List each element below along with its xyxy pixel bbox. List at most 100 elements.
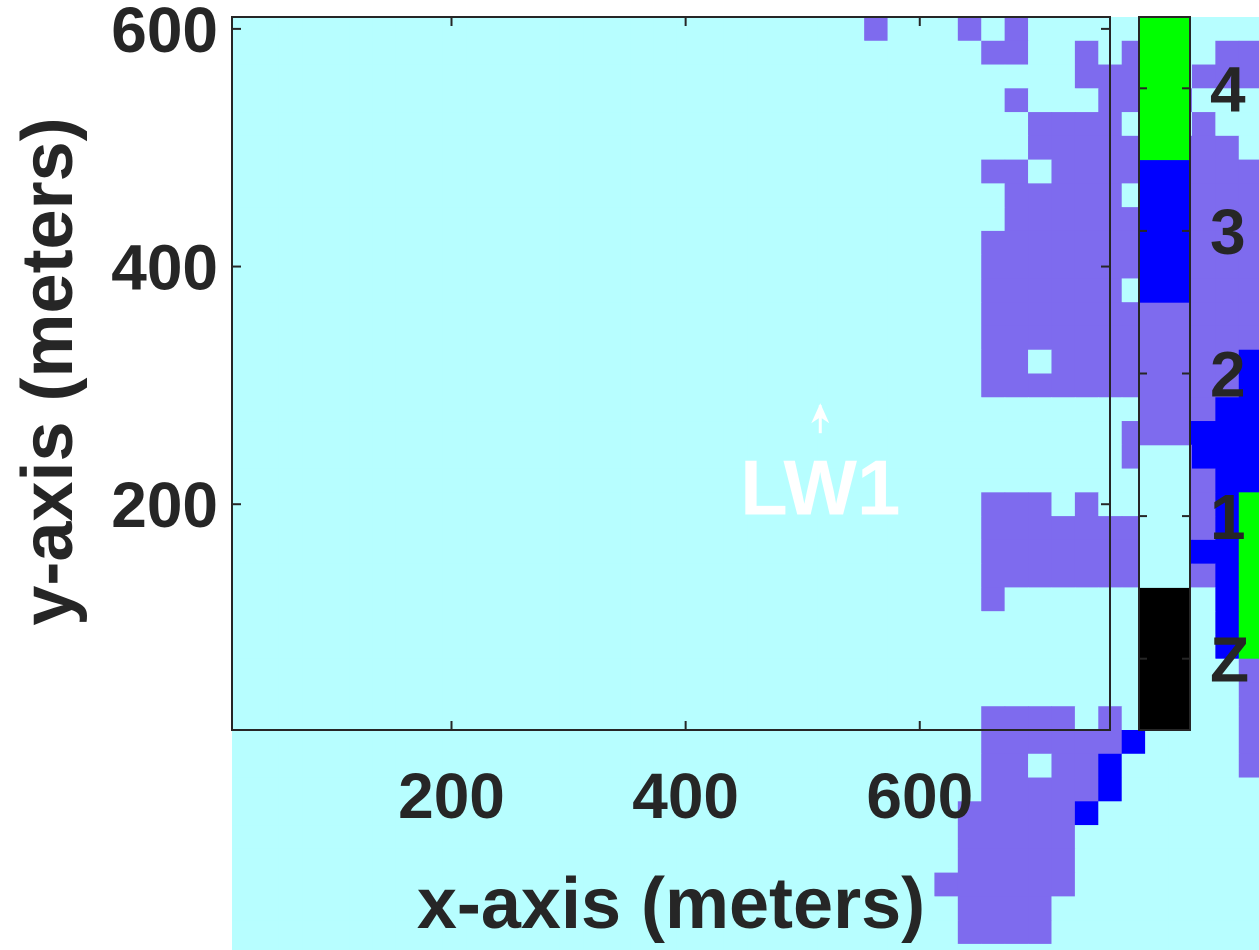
heatmap-cell xyxy=(255,230,280,256)
heatmap-cell xyxy=(700,421,725,446)
heatmap-cell xyxy=(1238,40,1259,66)
heatmap-cell xyxy=(934,920,959,945)
heatmap-cell xyxy=(1238,254,1259,280)
heatmap-cell xyxy=(512,801,537,826)
heatmap-cell xyxy=(325,112,350,137)
heatmap-cell xyxy=(817,920,842,945)
heatmap-cell xyxy=(302,943,327,950)
heatmap-cell xyxy=(1051,516,1076,541)
heatmap-cell xyxy=(676,943,701,950)
heatmap-cell xyxy=(840,848,865,874)
heatmap-cell xyxy=(278,777,303,802)
heatmap-cell xyxy=(559,920,584,945)
heatmap-cell xyxy=(817,135,842,161)
heatmap-cell xyxy=(395,896,420,921)
heatmap-cell xyxy=(793,302,818,327)
heatmap-cell xyxy=(536,896,561,921)
heatmap-cell xyxy=(864,207,889,232)
heatmap-cell xyxy=(442,17,467,42)
heatmap-cell xyxy=(630,611,655,636)
heatmap-cell xyxy=(349,492,374,517)
heatmap-cell xyxy=(676,135,701,161)
heatmap-cell xyxy=(512,777,537,802)
heatmap-cell xyxy=(1004,825,1029,850)
heatmap-cell xyxy=(1215,40,1240,66)
heatmap-cell xyxy=(723,88,748,113)
heatmap-cell xyxy=(489,230,514,256)
heatmap-cell xyxy=(302,254,327,280)
heatmap-cell xyxy=(676,920,701,945)
heatmap-cell xyxy=(630,706,655,731)
heatmap-cell xyxy=(676,896,701,921)
heatmap-cell xyxy=(1051,753,1076,779)
heatmap-cell xyxy=(630,468,655,493)
heatmap-cell xyxy=(1028,539,1053,565)
heatmap-cell xyxy=(981,397,1006,422)
heatmap-cell xyxy=(372,40,397,66)
heatmap-cell xyxy=(349,706,374,731)
heatmap-cell xyxy=(1074,920,1099,945)
heatmap-cell xyxy=(559,64,584,89)
heatmap-cell xyxy=(887,135,912,161)
heatmap-cell xyxy=(606,112,631,137)
heatmap-cell xyxy=(559,682,584,707)
heatmap-cell xyxy=(723,896,748,921)
heatmap-cell xyxy=(793,611,818,636)
heatmap-cell xyxy=(302,207,327,232)
heatmap-cell xyxy=(1004,421,1029,446)
heatmap-cell xyxy=(770,325,795,351)
heatmap-cell xyxy=(653,658,678,684)
heatmap-cell xyxy=(302,17,327,42)
heatmap-cell xyxy=(559,444,584,470)
heatmap-cell xyxy=(1121,896,1146,921)
heatmap-cell xyxy=(676,825,701,850)
heatmap-cell xyxy=(559,278,584,303)
heatmap-cell xyxy=(349,230,374,256)
heatmap-cell xyxy=(676,611,701,636)
heatmap-cell xyxy=(1028,658,1053,684)
heatmap-cell xyxy=(1238,64,1259,89)
heatmap-cell xyxy=(606,753,631,779)
heatmap-cell xyxy=(255,943,280,950)
heatmap-cell xyxy=(887,634,912,660)
heatmap-cell xyxy=(442,40,467,66)
heatmap-cell xyxy=(1191,444,1216,470)
heatmap-cell xyxy=(232,920,257,945)
heatmap-cell xyxy=(957,17,982,42)
heatmap-cell xyxy=(793,825,818,850)
heatmap-cell xyxy=(957,468,982,493)
heatmap-cell xyxy=(1004,183,1029,208)
heatmap-cell xyxy=(255,611,280,636)
heatmap-cell xyxy=(700,397,725,422)
heatmap-cell xyxy=(1051,920,1076,945)
heatmap-cell xyxy=(840,278,865,303)
heatmap-cell xyxy=(1004,801,1029,826)
heatmap-cell xyxy=(559,492,584,517)
heatmap-cell xyxy=(536,658,561,684)
heatmap-cell xyxy=(255,278,280,303)
heatmap-cell xyxy=(817,492,842,517)
heatmap-cell xyxy=(1051,40,1076,66)
heatmap-cell xyxy=(747,682,772,707)
heatmap-cell xyxy=(1191,516,1216,541)
heatmap-cell xyxy=(1028,135,1053,161)
heatmap-cell xyxy=(864,325,889,351)
heatmap-cell xyxy=(770,88,795,113)
heatmap-cell xyxy=(583,801,608,826)
heatmap-cell xyxy=(793,183,818,208)
heatmap-cell xyxy=(957,159,982,184)
heatmap-cell xyxy=(512,611,537,636)
heatmap-cell xyxy=(887,563,912,588)
heatmap-cell xyxy=(466,634,491,660)
heatmap-cell xyxy=(1215,611,1240,636)
axis-ticks xyxy=(232,17,1110,730)
heatmap-cell xyxy=(1238,468,1259,493)
heatmap-cell xyxy=(676,848,701,874)
heatmap-cell xyxy=(489,730,514,755)
heatmap-cell xyxy=(723,397,748,422)
heatmap-cell xyxy=(770,516,795,541)
heatmap-cell xyxy=(934,421,959,446)
heatmap-cell xyxy=(793,17,818,42)
heatmap-cell xyxy=(489,207,514,232)
heatmap-cell xyxy=(981,88,1006,113)
